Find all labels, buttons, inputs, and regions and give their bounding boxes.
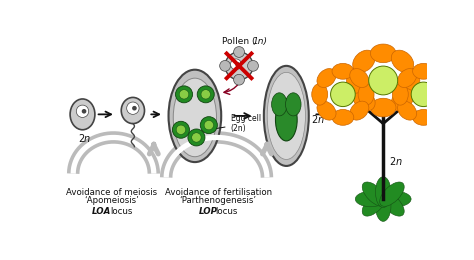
Text: locus: locus <box>110 207 132 216</box>
Circle shape <box>234 74 245 85</box>
Ellipse shape <box>350 69 369 88</box>
Circle shape <box>176 125 186 134</box>
Text: locus: locus <box>216 207 238 216</box>
Circle shape <box>192 133 201 142</box>
Text: Egg cell
(2n): Egg cell (2n) <box>211 114 261 133</box>
Ellipse shape <box>173 78 217 157</box>
Circle shape <box>76 105 89 118</box>
Ellipse shape <box>370 44 396 63</box>
Ellipse shape <box>317 69 336 88</box>
Ellipse shape <box>356 191 386 207</box>
Ellipse shape <box>398 101 417 120</box>
Ellipse shape <box>392 83 408 105</box>
Ellipse shape <box>375 177 391 207</box>
Ellipse shape <box>398 69 417 88</box>
Circle shape <box>369 66 398 95</box>
Circle shape <box>127 102 139 114</box>
Ellipse shape <box>70 99 95 130</box>
Ellipse shape <box>267 72 305 159</box>
Ellipse shape <box>332 63 354 79</box>
Circle shape <box>197 86 214 103</box>
Ellipse shape <box>370 98 396 117</box>
Ellipse shape <box>380 182 404 206</box>
Circle shape <box>173 121 190 138</box>
Ellipse shape <box>312 83 328 105</box>
Ellipse shape <box>375 191 391 222</box>
Ellipse shape <box>430 69 449 88</box>
Ellipse shape <box>264 66 309 166</box>
Ellipse shape <box>380 192 404 216</box>
Ellipse shape <box>362 192 387 216</box>
Ellipse shape <box>169 70 221 162</box>
Circle shape <box>225 52 253 80</box>
Ellipse shape <box>275 99 297 141</box>
Ellipse shape <box>285 93 301 116</box>
Circle shape <box>179 90 189 99</box>
Text: 2: 2 <box>390 157 396 167</box>
Text: 2: 2 <box>311 115 318 125</box>
Text: Pollen (: Pollen ( <box>222 37 255 46</box>
Text: LOP: LOP <box>199 207 218 216</box>
Text: LOA: LOA <box>92 207 111 216</box>
Ellipse shape <box>413 63 434 79</box>
Ellipse shape <box>353 88 375 111</box>
Ellipse shape <box>413 109 434 125</box>
Ellipse shape <box>391 50 414 73</box>
Ellipse shape <box>332 109 354 125</box>
Text: ‘Parthenogenesis’: ‘Parthenogenesis’ <box>180 196 257 205</box>
Ellipse shape <box>346 68 365 93</box>
Circle shape <box>204 120 213 130</box>
Ellipse shape <box>380 191 411 207</box>
Text: n: n <box>317 115 323 125</box>
Circle shape <box>132 106 137 110</box>
Circle shape <box>175 86 192 103</box>
Text: 1n): 1n) <box>253 37 268 46</box>
Text: n: n <box>396 157 402 167</box>
Text: Avoidance of fertilisation: Avoidance of fertilisation <box>164 187 272 197</box>
Ellipse shape <box>401 68 420 93</box>
Text: ‘Apomeiosis’: ‘Apomeiosis’ <box>84 196 139 205</box>
Circle shape <box>82 109 86 114</box>
Ellipse shape <box>317 101 336 120</box>
Circle shape <box>330 82 355 107</box>
Ellipse shape <box>391 88 414 111</box>
Ellipse shape <box>353 50 375 73</box>
Circle shape <box>235 62 240 67</box>
Circle shape <box>219 61 230 71</box>
Circle shape <box>234 47 245 57</box>
Text: n: n <box>83 134 90 144</box>
Ellipse shape <box>350 101 369 120</box>
Ellipse shape <box>362 182 387 206</box>
Ellipse shape <box>121 98 145 124</box>
Ellipse shape <box>439 83 455 105</box>
Ellipse shape <box>358 83 374 105</box>
Circle shape <box>230 59 241 70</box>
Text: 2: 2 <box>78 134 84 144</box>
Circle shape <box>201 90 210 99</box>
Text: Avoidance of meiosis: Avoidance of meiosis <box>66 187 157 197</box>
Ellipse shape <box>272 93 287 116</box>
Circle shape <box>201 117 218 134</box>
Circle shape <box>411 82 436 107</box>
Circle shape <box>247 61 258 71</box>
Ellipse shape <box>430 101 449 120</box>
Circle shape <box>188 129 205 146</box>
